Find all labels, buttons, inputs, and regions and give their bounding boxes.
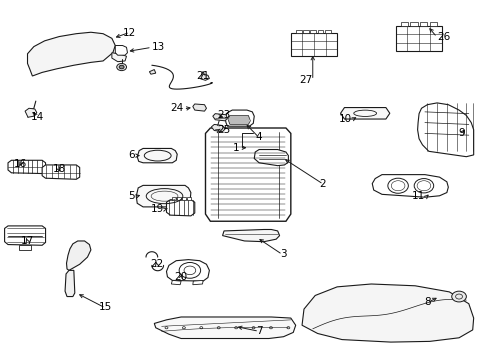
- Text: 8: 8: [423, 297, 430, 307]
- Text: 7: 7: [255, 325, 262, 336]
- Polygon shape: [325, 30, 330, 33]
- Polygon shape: [154, 317, 295, 338]
- Polygon shape: [25, 108, 37, 117]
- Polygon shape: [192, 104, 206, 111]
- Text: 11: 11: [411, 191, 424, 201]
- Polygon shape: [429, 22, 436, 26]
- Polygon shape: [8, 160, 45, 174]
- Text: 2: 2: [319, 179, 325, 189]
- Polygon shape: [409, 22, 417, 26]
- Polygon shape: [115, 45, 127, 55]
- Text: 15: 15: [99, 302, 112, 312]
- Text: 4: 4: [255, 132, 262, 142]
- Polygon shape: [177, 197, 181, 200]
- Polygon shape: [417, 103, 473, 157]
- Polygon shape: [166, 200, 194, 216]
- Polygon shape: [340, 108, 389, 119]
- Polygon shape: [222, 229, 279, 242]
- Text: 16: 16: [14, 159, 27, 169]
- Polygon shape: [419, 22, 427, 26]
- Polygon shape: [171, 280, 181, 285]
- Polygon shape: [66, 241, 91, 270]
- Polygon shape: [212, 114, 227, 121]
- Text: 19: 19: [150, 204, 163, 214]
- Text: 17: 17: [21, 236, 34, 246]
- Text: 26: 26: [436, 32, 449, 41]
- Text: 18: 18: [53, 164, 66, 174]
- Text: 14: 14: [31, 112, 44, 122]
- Text: 1: 1: [232, 143, 239, 153]
- Polygon shape: [302, 284, 473, 342]
- Text: 24: 24: [170, 103, 183, 113]
- Polygon shape: [166, 260, 209, 281]
- Polygon shape: [254, 149, 288, 166]
- Circle shape: [119, 65, 124, 69]
- Text: 12: 12: [123, 28, 136, 38]
- Polygon shape: [227, 116, 250, 125]
- Circle shape: [117, 63, 126, 71]
- Polygon shape: [400, 22, 407, 26]
- Polygon shape: [290, 33, 336, 56]
- Polygon shape: [205, 128, 290, 221]
- Polygon shape: [211, 125, 224, 132]
- Text: 23: 23: [217, 111, 230, 121]
- Polygon shape: [395, 26, 441, 51]
- Polygon shape: [303, 30, 308, 33]
- Polygon shape: [112, 53, 126, 62]
- Polygon shape: [182, 197, 185, 200]
- Polygon shape: [137, 148, 177, 163]
- Text: 5: 5: [128, 191, 135, 201]
- Polygon shape: [317, 30, 323, 33]
- Polygon shape: [4, 226, 45, 245]
- Polygon shape: [192, 280, 203, 285]
- Polygon shape: [371, 175, 447, 197]
- Text: 10: 10: [338, 114, 351, 124]
- Text: 22: 22: [150, 259, 163, 269]
- Circle shape: [451, 291, 466, 302]
- Polygon shape: [200, 74, 209, 80]
- Text: 25: 25: [217, 125, 230, 135]
- Text: 3: 3: [280, 248, 286, 258]
- Text: 27: 27: [299, 75, 312, 85]
- Polygon shape: [136, 185, 190, 207]
- Text: 9: 9: [457, 129, 464, 138]
- Text: 21: 21: [196, 71, 209, 81]
- Polygon shape: [310, 30, 316, 33]
- Polygon shape: [42, 165, 80, 179]
- Polygon shape: [295, 30, 301, 33]
- Polygon shape: [186, 197, 190, 200]
- Polygon shape: [27, 32, 115, 76]
- Polygon shape: [65, 270, 75, 297]
- Text: 6: 6: [128, 150, 135, 160]
- Text: 20: 20: [174, 272, 187, 282]
- Polygon shape: [149, 69, 156, 74]
- Text: 13: 13: [152, 42, 165, 52]
- Polygon shape: [172, 197, 176, 200]
- Polygon shape: [19, 245, 31, 249]
- Polygon shape: [224, 110, 254, 126]
